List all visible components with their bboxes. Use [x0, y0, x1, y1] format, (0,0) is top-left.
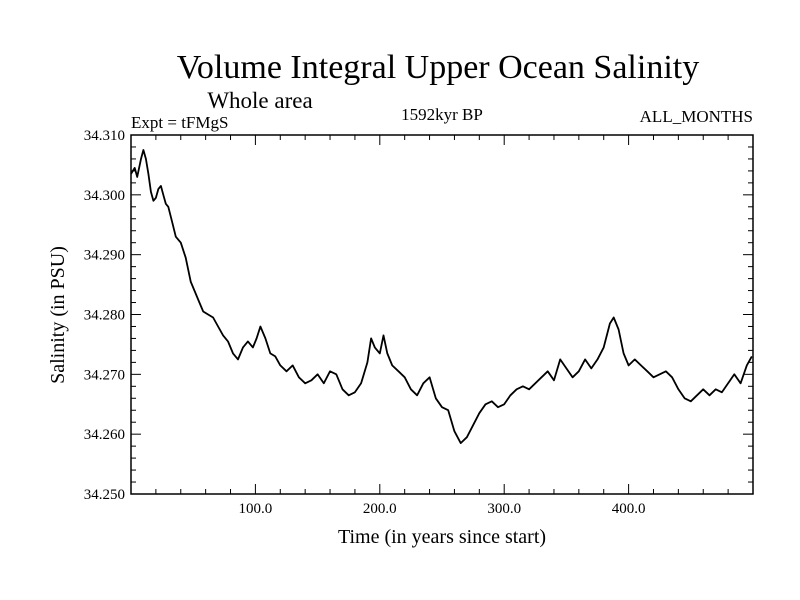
plot-frame: [130, 134, 754, 495]
series-layer: [130, 149, 753, 445]
chart-title: Volume Integral Upper Ocean Salinity: [177, 49, 699, 86]
y-tick-label: 34.280: [84, 308, 125, 324]
y-tick-label: 34.250: [84, 487, 125, 503]
y-tick-label: 34.260: [84, 427, 125, 443]
x-tick-label: 400.0: [612, 501, 646, 517]
tick-marks: [131, 134, 753, 495]
y-tick-label: 34.270: [84, 367, 125, 383]
months-label: ALL_MONTHS: [640, 107, 753, 126]
period-label: 1592kyr BP: [401, 105, 483, 124]
y-axis-label: Salinity (in PSU): [47, 246, 69, 384]
y-tick-label: 34.310: [84, 128, 125, 144]
salinity-series-line: [130, 149, 753, 445]
x-axis-label: Time (in years since start): [338, 526, 546, 548]
x-tick-label: 200.0: [363, 501, 397, 517]
x-tick-label: 100.0: [239, 501, 273, 517]
experiment-label: Expt = tFMgS: [131, 113, 228, 132]
x-tick-label: 300.0: [487, 501, 521, 517]
chart-subtitle: Whole area: [207, 88, 312, 113]
y-tick-label: 34.300: [84, 188, 125, 204]
tick-labels: 34.250 34.260 34.270 34.280 34.290 34.300 34.3…: [84, 128, 646, 517]
y-tick-label: 34.290: [84, 248, 125, 264]
